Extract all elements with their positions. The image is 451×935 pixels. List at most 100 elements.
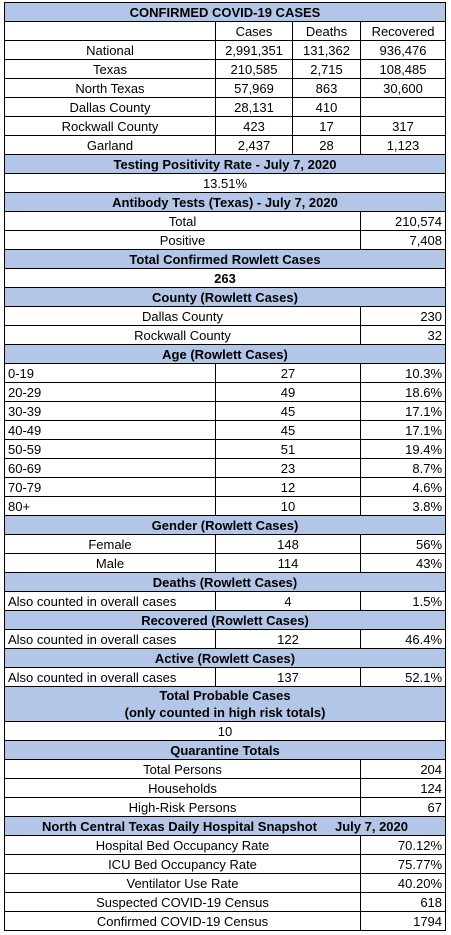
row-label: Confirmed COVID-19 Census <box>4 911 361 931</box>
table-row: Testing Positivity Rate - July 7, 2020 <box>3 154 447 174</box>
percent: 52.1% <box>359 667 447 687</box>
value: 936,476 <box>359 40 447 60</box>
value: 75.77% <box>359 854 447 874</box>
table-row: Age (Rowlett Cases) <box>3 344 447 364</box>
count: 45 <box>215 420 361 440</box>
table-row: North Texas 57,969 863 30,600 <box>4 78 447 98</box>
percent: 17.1% <box>359 420 447 440</box>
count: 51 <box>215 439 361 459</box>
table-row: Active (Rowlett Cases) <box>3 648 447 668</box>
table-row: 80+ 10 3.8% <box>4 496 447 516</box>
column-header: Recovered <box>359 21 447 41</box>
count: 148 <box>215 534 361 554</box>
row-label: 50-59 <box>4 439 216 459</box>
section-header: County (Rowlett Cases) <box>3 287 447 307</box>
table-row: National 2,991,351 131,362 936,476 <box>4 40 447 60</box>
value: 423 <box>215 116 293 136</box>
row-label: Male <box>4 553 216 573</box>
count: 4 <box>215 591 361 611</box>
value: 28,131 <box>215 97 293 117</box>
row-label: 0-19 <box>4 363 216 383</box>
table-row: CONFIRMED COVID-19 CASES <box>3 2 447 22</box>
section-header: Recovered (Rowlett Cases) <box>3 610 447 630</box>
count: 23 <box>215 458 361 478</box>
table-row: 30-39 45 17.1% <box>4 401 447 421</box>
row-label: Total <box>4 211 361 231</box>
value: 70.12% <box>359 835 447 855</box>
section-header: Total Probable Cases (only counted in hig… <box>3 686 447 722</box>
value: 1,123 <box>359 135 447 155</box>
section-header: Total Confirmed Rowlett Cases <box>3 249 447 269</box>
table-row: Also counted in overall cases 4 1.5% <box>4 591 447 611</box>
row-label: Rockwall County <box>4 325 361 345</box>
row-label: 40-49 <box>4 420 216 440</box>
table-row: Also counted in overall cases 137 52.1% <box>4 667 447 687</box>
count: 114 <box>215 553 361 573</box>
value <box>359 97 447 117</box>
value: 7,408 <box>359 230 447 250</box>
section-header: CONFIRMED COVID-19 CASES <box>3 2 447 22</box>
table-row: County (Rowlett Cases) <box>3 287 447 307</box>
table-row: Total Confirmed Rowlett Cases <box>3 249 447 269</box>
value: 2,991,351 <box>215 40 293 60</box>
header-title: North Central Texas Daily Hospital Snaps… <box>42 818 317 834</box>
table-row: Female 148 56% <box>4 534 447 554</box>
section-header: Active (Rowlett Cases) <box>3 648 447 668</box>
value: 863 <box>292 78 361 98</box>
row-label: Households <box>4 778 361 798</box>
table-row: 20-29 49 18.6% <box>4 382 447 402</box>
value: 210,574 <box>359 211 447 231</box>
value: 618 <box>359 892 447 912</box>
percent: 8.7% <box>359 458 447 478</box>
row-label: Dallas County <box>4 97 216 117</box>
percent: 1.5% <box>359 591 447 611</box>
section-header: Antibody Tests (Texas) - July 7, 2020 <box>3 192 447 212</box>
table-row: ICU Bed Occupancy Rate 75.77% <box>4 854 447 874</box>
table-row: 60-69 23 8.7% <box>4 458 447 478</box>
table-row: Ventilator Use Rate 40.20% <box>4 873 447 893</box>
table-row: Households 124 <box>4 778 447 798</box>
percent: 17.1% <box>359 401 447 421</box>
row-label: 20-29 <box>4 382 216 402</box>
percent: 56% <box>359 534 447 554</box>
value: 263 <box>3 268 447 288</box>
table-row: Rockwall County 32 <box>4 325 447 345</box>
row-label: Total Persons <box>4 759 361 779</box>
count: 10 <box>215 496 361 516</box>
table-row: North Central Texas Daily Hospital Snaps… <box>3 816 447 836</box>
value: 17 <box>292 116 361 136</box>
percent: 18.6% <box>359 382 447 402</box>
table-row: 40-49 45 17.1% <box>4 420 447 440</box>
row-label: Also counted in overall cases <box>4 667 216 687</box>
value: 2,715 <box>292 59 361 79</box>
table-row: Deaths (Rowlett Cases) <box>3 572 447 592</box>
row-label: ICU Bed Occupancy Rate <box>4 854 361 874</box>
value: 210,585 <box>215 59 293 79</box>
row-label: 70-79 <box>4 477 216 497</box>
table-row: High-Risk Persons 67 <box>4 797 447 817</box>
table-row: Antibody Tests (Texas) - July 7, 2020 <box>3 192 447 212</box>
row-label: 60-69 <box>4 458 216 478</box>
percent: 3.8% <box>359 496 447 516</box>
count: 45 <box>215 401 361 421</box>
table-row: Confirmed COVID-19 Census 1794 <box>4 911 447 931</box>
value: 13.51% <box>3 173 447 193</box>
header-line: Total Probable Cases <box>159 688 291 703</box>
value: 32 <box>359 325 447 345</box>
column-header: Deaths <box>292 21 361 41</box>
table-row: Total Probable Cases (only counted in hig… <box>3 686 447 722</box>
section-header: Quarantine Totals <box>3 740 447 760</box>
table-row: 13.51% <box>3 173 447 193</box>
value: 410 <box>292 97 361 117</box>
section-header: Age (Rowlett Cases) <box>3 344 447 364</box>
count: 122 <box>215 629 361 649</box>
row-label: Also counted in overall cases <box>4 591 216 611</box>
row-label: Positive <box>4 230 361 250</box>
value: 131,362 <box>292 40 361 60</box>
table-row: Total 210,574 <box>4 211 447 231</box>
value: 40.20% <box>359 873 447 893</box>
table-row: Total Persons 204 <box>4 759 447 779</box>
section-header: Gender (Rowlett Cases) <box>3 515 447 535</box>
value: 10 <box>3 721 447 741</box>
